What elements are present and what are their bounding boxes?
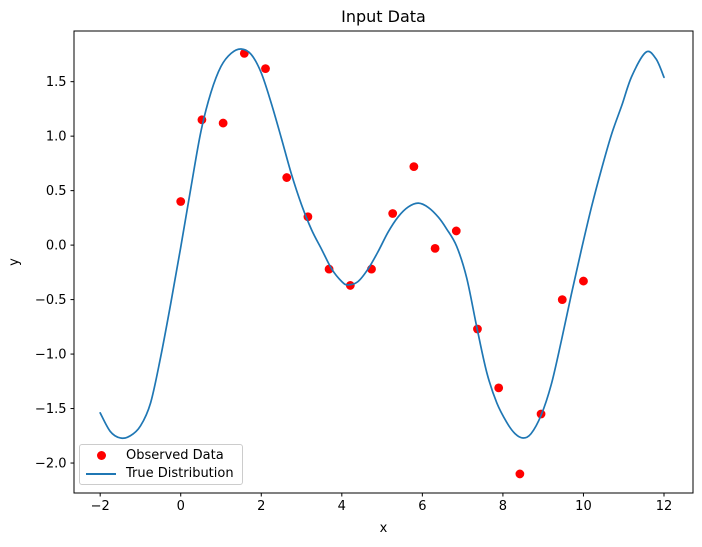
x-tick-label: −2 [91, 499, 110, 514]
observed-data-point [557, 295, 567, 304]
legend-label-true-distribution: True Distribution [126, 465, 234, 481]
y-tick-label: −2.0 [35, 457, 67, 472]
observed-data-point [451, 226, 461, 236]
x-tick-label: 12 [656, 499, 673, 514]
axes-frame [73, 30, 694, 494]
line-marker-icon [86, 472, 116, 475]
legend-item-true-distribution: True Distribution [80, 465, 242, 483]
legend-handle [86, 472, 116, 475]
observed-data-point [409, 162, 419, 172]
legend-item-observed-data: Observed Data [80, 447, 242, 465]
observed-data-point [430, 243, 440, 253]
x-axis-label: x [379, 521, 388, 536]
y-tick-label: 1.5 [46, 75, 67, 90]
observed-data-point [388, 209, 398, 218]
legend-handle [86, 451, 116, 460]
x-tick-label: 6 [418, 499, 426, 514]
observed-data-point [494, 383, 504, 393]
x-tick-label: 8 [499, 499, 507, 514]
observed-data-point [176, 197, 186, 206]
y-tick-label: 0.0 [46, 239, 67, 254]
x-tick-label: 10 [575, 499, 592, 514]
y-axis-label: y [7, 258, 22, 266]
observed-data-point [515, 469, 525, 479]
x-tick-label: 2 [257, 499, 265, 514]
observed-data-point [579, 276, 588, 286]
scatter-marker-icon [96, 451, 106, 460]
y-tick-label: 0.5 [46, 184, 67, 199]
legend: Observed Data True Distribution [79, 444, 243, 485]
legend-label-observed-data: Observed Data [126, 447, 224, 463]
observed-data-point [261, 64, 270, 73]
true-distribution-curve [99, 48, 665, 440]
y-tick-label: −1.5 [35, 402, 67, 417]
y-tick-label: −1.0 [35, 348, 67, 363]
chart-title: Input Data [341, 7, 426, 26]
x-tick-label: 4 [338, 499, 346, 514]
y-tick-label: 1.0 [46, 130, 67, 145]
observed-data-point [218, 118, 228, 128]
y-tick-label: −0.5 [35, 293, 67, 308]
observed-data-point [282, 173, 292, 182]
x-tick-label: 0 [177, 499, 185, 514]
